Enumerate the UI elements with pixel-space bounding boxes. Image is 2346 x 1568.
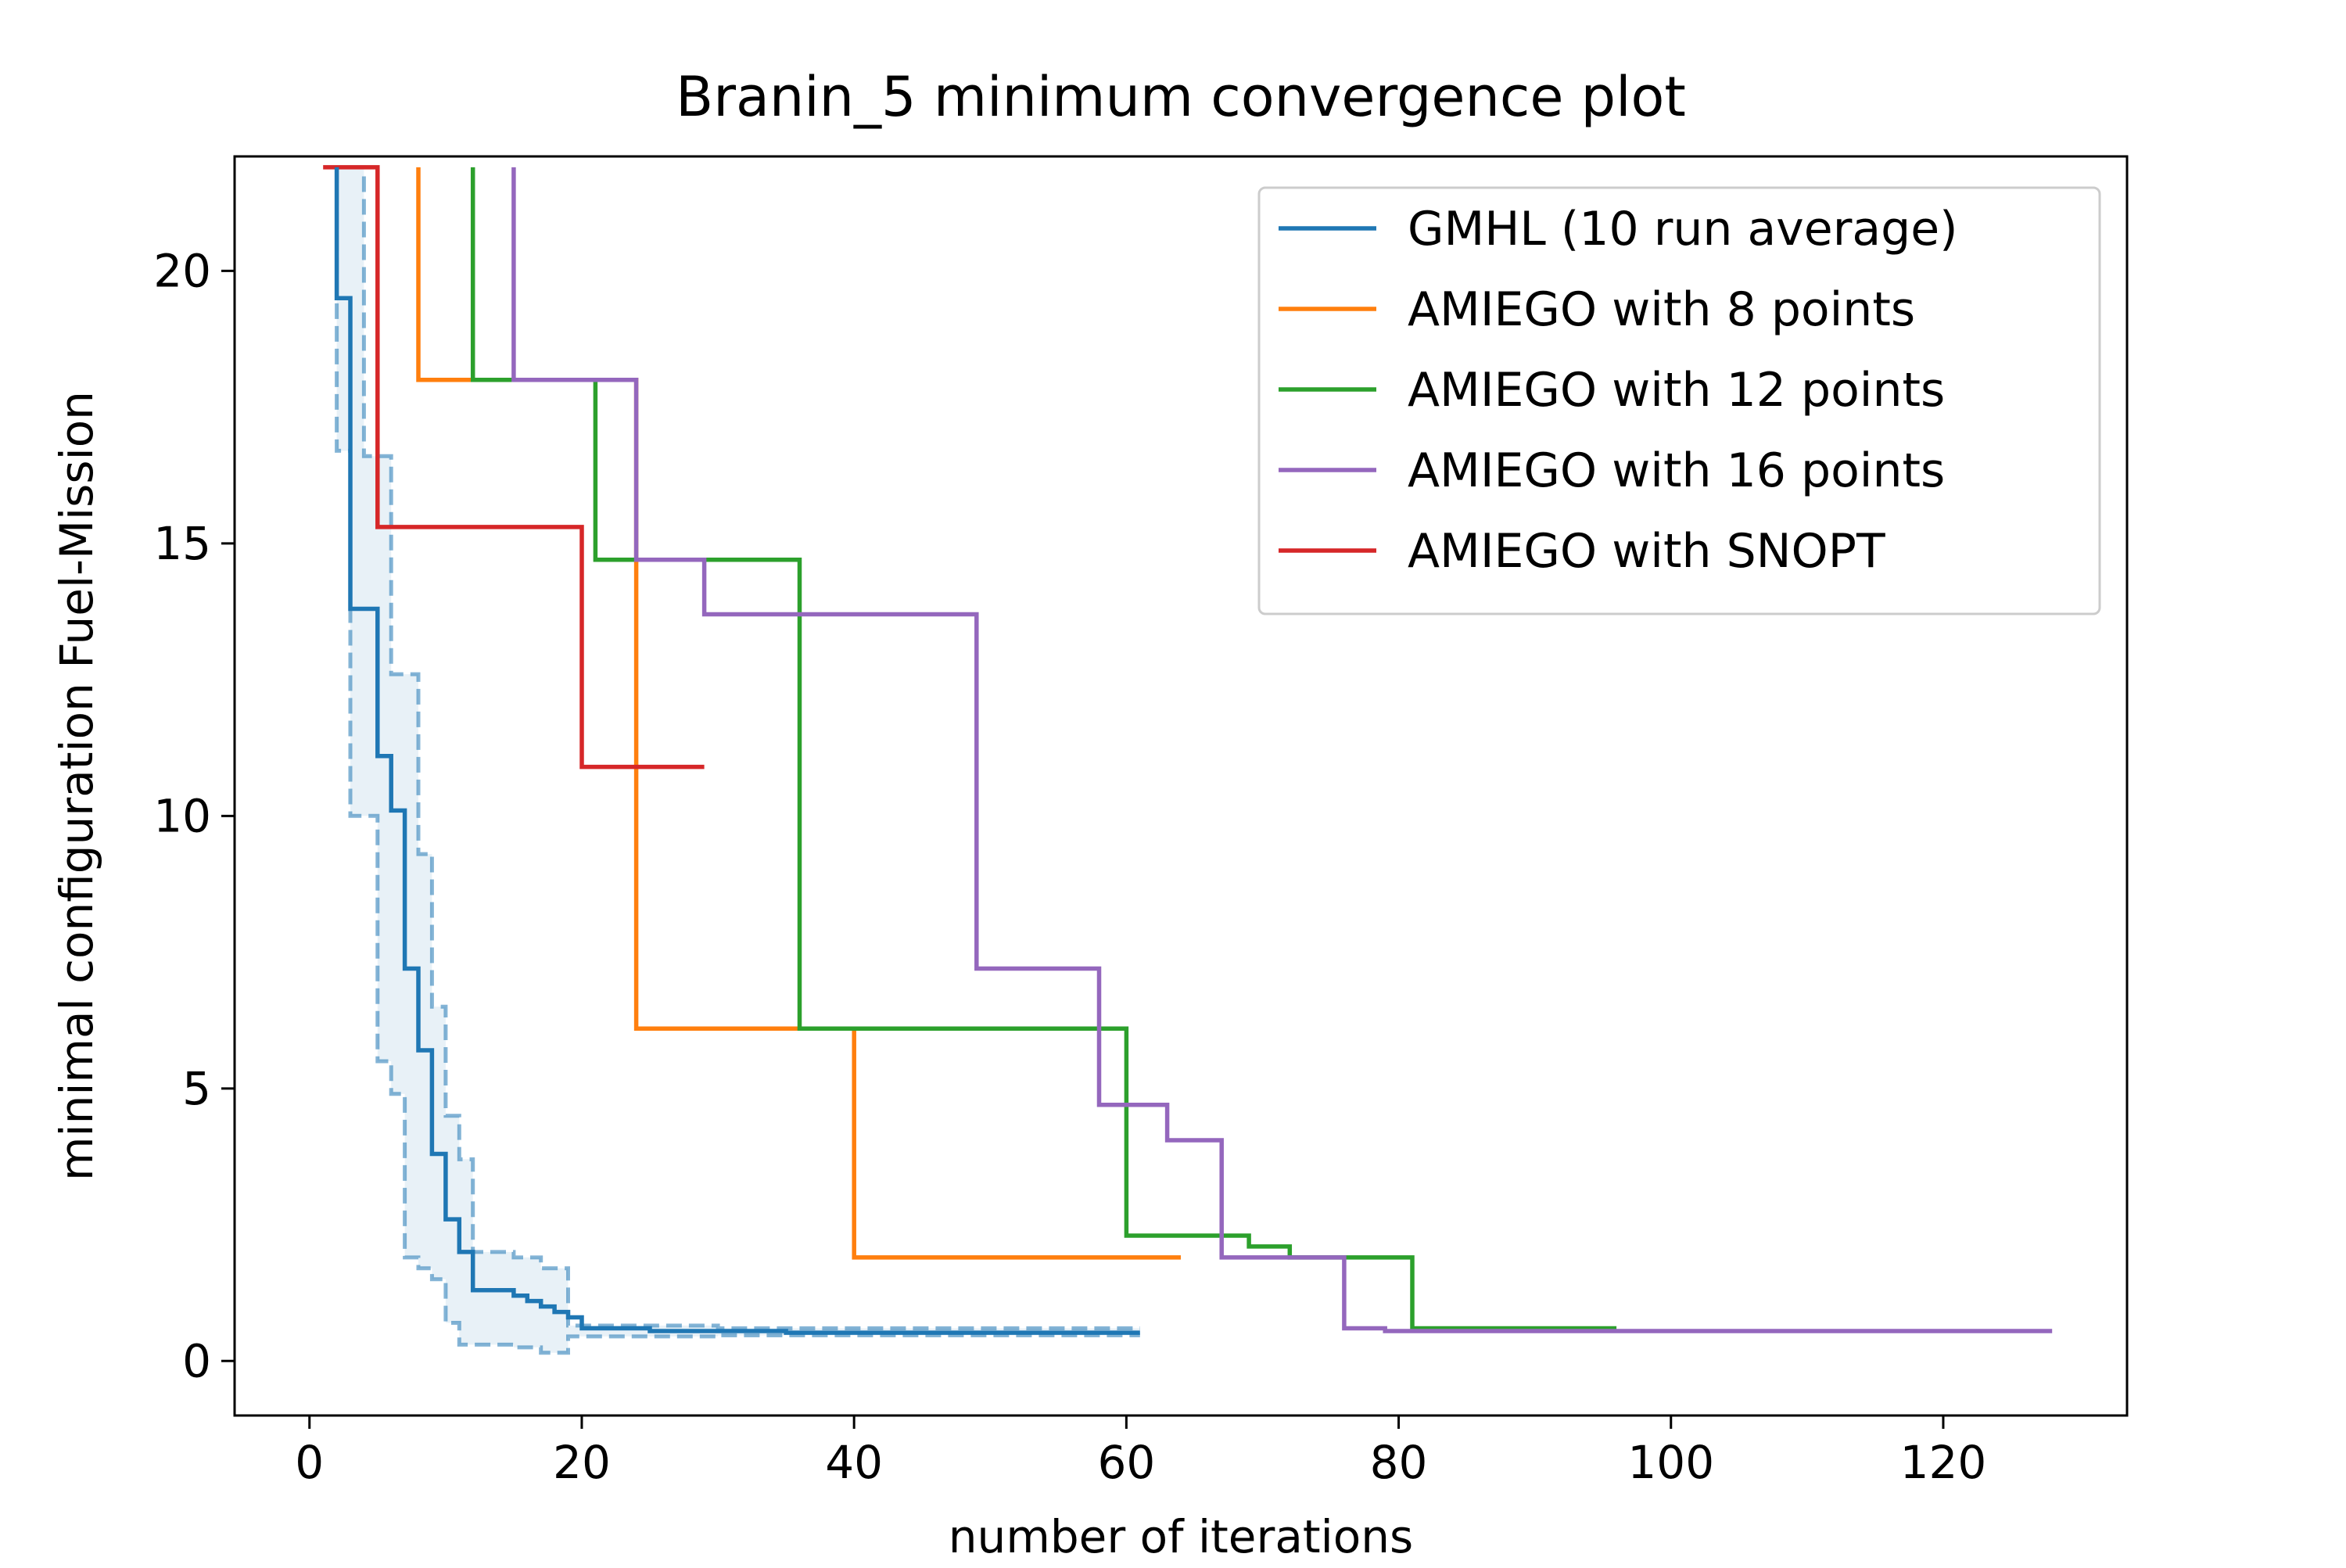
x-tick-label-0: 0 xyxy=(295,1436,324,1489)
plot-frame xyxy=(233,155,2129,1417)
legend-label-amiego-with-8-points: AMIEGO with 8 points xyxy=(1408,282,1915,337)
series-line-amiego-with-16-points xyxy=(511,167,2053,1333)
y-axis-ticks: 0 5 10 15 20 xyxy=(153,244,235,1387)
y-tick-label-20: 20 xyxy=(153,244,211,297)
series-line-amiego-with-8-points xyxy=(416,167,1181,1260)
series-line-amiego-with-snopt xyxy=(323,165,705,770)
series-line-amiego-with-12-points xyxy=(470,167,1617,1331)
y-tick-label-15: 15 xyxy=(153,517,211,570)
confidence-band-lower-0 xyxy=(335,167,1140,1355)
x-tick-label-20: 20 xyxy=(553,1436,611,1489)
confidence-band-layer xyxy=(335,165,1140,1355)
legend: GMHL (10 run average) AMIEGO with 8 point… xyxy=(1257,186,2101,615)
y-axis-label: minimal configuration Fuel-Mission xyxy=(50,391,103,1181)
chart-title: Branin_5 minimum convergence plot xyxy=(676,65,1686,129)
series-line-gmhl-10-run-average xyxy=(334,167,1140,1335)
x-axis-label: number of iterations xyxy=(949,1510,1413,1563)
x-tick-label-60: 60 xyxy=(1097,1436,1155,1489)
x-tick-label-40: 40 xyxy=(825,1436,883,1489)
y-tick-label-5: 5 xyxy=(182,1062,211,1115)
legend-label-amiego-with-16-points: AMIEGO with 16 points xyxy=(1408,443,1945,498)
x-tick-label-100: 100 xyxy=(1627,1436,1714,1489)
legend-box xyxy=(1257,186,2101,615)
y-tick-label-0: 0 xyxy=(182,1334,211,1387)
confidence-band-fill-0 xyxy=(336,167,1140,1353)
confidence-band-upper-0 xyxy=(350,165,1140,1330)
series-layer xyxy=(323,165,2053,1335)
legend-label-amiego-with-snopt: AMIEGO with SNOPT xyxy=(1408,524,1885,579)
legend-label-amiego-with-12-points: AMIEGO with 12 points xyxy=(1408,363,1945,418)
y-tick-label-10: 10 xyxy=(153,789,211,842)
x-axis-ticks: 0 20 40 60 80 100 120 xyxy=(295,1416,1986,1489)
x-tick-label-80: 80 xyxy=(1370,1436,1428,1489)
x-tick-label-120: 120 xyxy=(1900,1436,1987,1489)
legend-label-gmhl-10-run-average: GMHL (10 run average) xyxy=(1408,202,1958,257)
